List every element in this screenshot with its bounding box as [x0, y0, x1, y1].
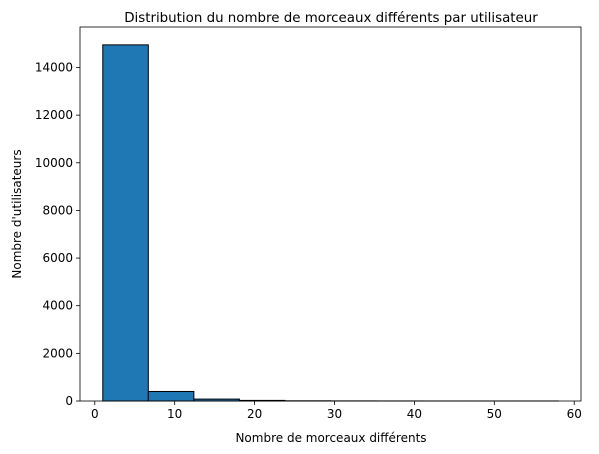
plot-frame	[79, 26, 582, 402]
chart-title: Distribution du nombre de morceaux diffé…	[124, 10, 538, 26]
bars-group	[102, 44, 559, 402]
y-tick-label: 4000	[42, 299, 73, 313]
x-tick-label: 20	[247, 407, 262, 421]
y-tick-label: 0	[65, 394, 73, 408]
x-axis-label: Nombre de morceaux différents	[235, 431, 426, 445]
y-tick-label: 6000	[42, 251, 73, 265]
y-axis-label: Nombre d'utilisateurs	[10, 149, 24, 278]
y-tick-label: 10000	[35, 156, 73, 170]
y-axis-ticks: 0 2000 4000 6000 8000 10000 12000 14000	[35, 60, 80, 408]
x-tick-label: 0	[91, 407, 99, 421]
x-axis-ticks: 0 10 20 30 40 50 60	[91, 401, 582, 421]
y-tick-label: 2000	[42, 346, 73, 360]
y-tick-label: 12000	[35, 108, 73, 122]
x-tick-label: 40	[407, 407, 422, 421]
y-tick-label: 14000	[35, 60, 73, 74]
x-tick-label: 50	[487, 407, 502, 421]
histogram-bar-0	[102, 44, 149, 402]
y-tick-label: 8000	[42, 203, 73, 217]
x-tick-label: 30	[327, 407, 342, 421]
histogram-bar-1	[147, 390, 195, 402]
x-tick-label: 10	[167, 407, 182, 421]
x-tick-label: 60	[567, 407, 582, 421]
